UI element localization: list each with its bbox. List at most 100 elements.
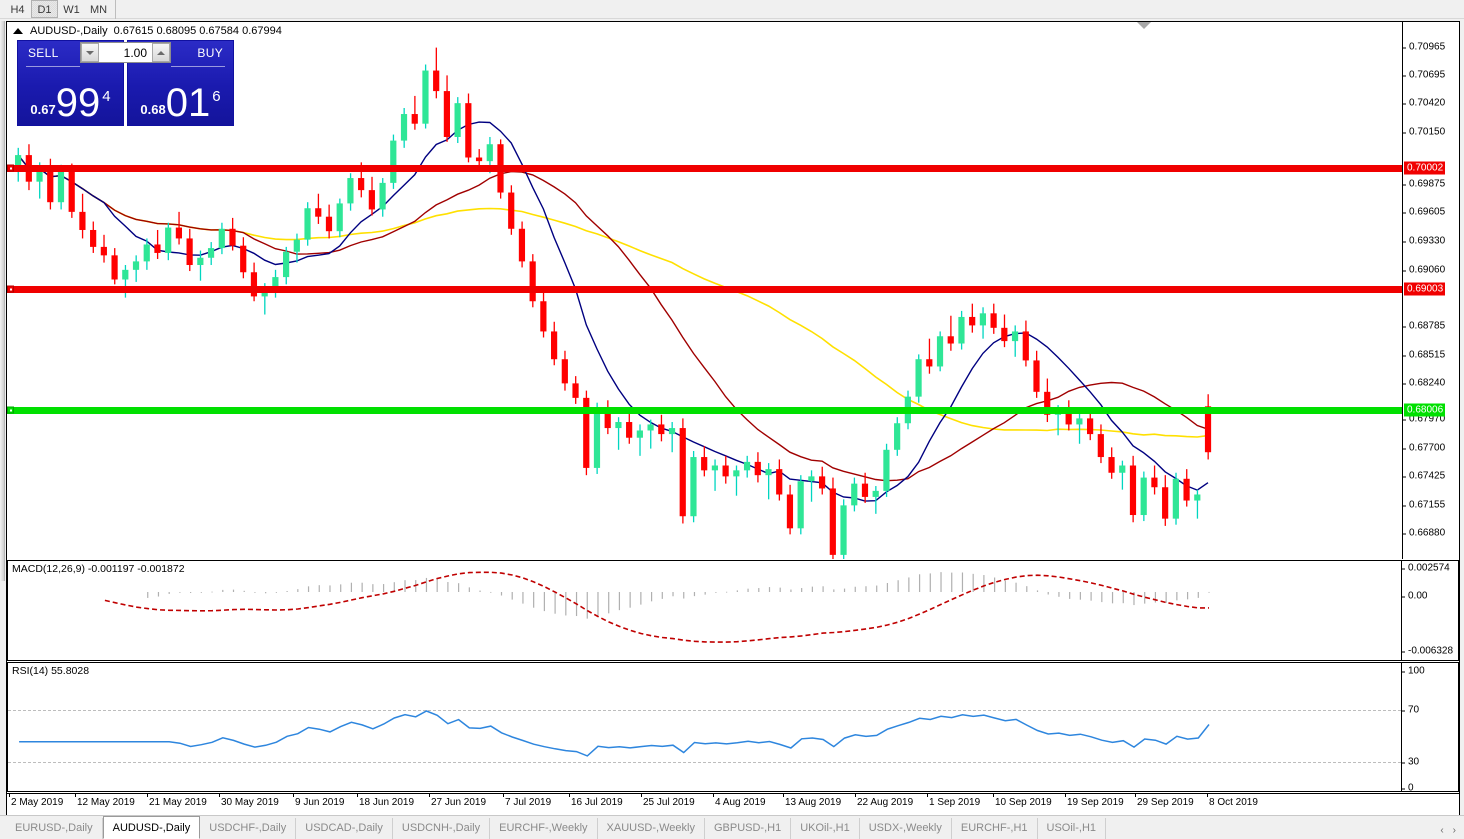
buy-price-big: 01 xyxy=(165,81,211,125)
chevron-down-icon xyxy=(86,50,94,55)
sell-price-fraction: 4 xyxy=(102,88,111,105)
timeframe-h4-button[interactable]: H4 xyxy=(10,4,25,16)
time-axis-tick: 8 Oct 2019 xyxy=(1207,793,1258,808)
price-axis-tick: 0.68240 xyxy=(1403,378,1445,389)
rsi-pane[interactable]: 100 70 30 0 RSI(14) 55.8028 xyxy=(7,662,1459,792)
time-axis-tick: 4 Aug 2019 xyxy=(713,793,766,808)
timeframe-d1-button[interactable]: D1 xyxy=(31,0,58,18)
volume-input[interactable]: 1.00 xyxy=(99,43,152,62)
time-axis-tick: 19 Sep 2019 xyxy=(1065,793,1124,808)
buy-underline xyxy=(171,66,225,67)
chart-tab-gbpusd-h1[interactable]: GBPUSD-,H1 xyxy=(705,818,792,839)
macd-axis[interactable]: 0.002574 0.00 -0.006328 xyxy=(1401,561,1458,660)
rsi-axis-tick: 0 xyxy=(1402,783,1414,791)
price-axis-tick: 0.67155 xyxy=(1403,500,1445,511)
rsi-plot-area[interactable] xyxy=(8,663,1401,791)
price-level-handle[interactable] xyxy=(7,406,14,414)
price-axis-tick: 0.70965 xyxy=(1403,42,1445,53)
rsi-axis-tick: 30 xyxy=(1402,757,1419,768)
volume-decrement-button[interactable] xyxy=(81,43,99,62)
time-axis-tick: 27 Jun 2019 xyxy=(428,793,487,808)
price-level-line-resistance-1[interactable] xyxy=(7,164,1402,172)
chart-tab-usdcad-daily[interactable]: USDCAD-,Daily xyxy=(296,818,393,839)
price-axis-tick: 0.67970 xyxy=(1403,414,1445,425)
chevron-up-icon xyxy=(157,50,165,55)
chart-tab-usdx-weekly[interactable]: USDX-,Weekly xyxy=(860,818,952,839)
time-axis-tick: 16 Jul 2019 xyxy=(569,793,623,808)
time-axis-tick: 12 May 2019 xyxy=(75,793,135,808)
price-level-handle[interactable] xyxy=(7,164,14,172)
chart-tab-xauusd-weekly[interactable]: XAUUSD-,Weekly xyxy=(598,818,705,839)
buy-header: BUY xyxy=(128,41,233,65)
sell-label: SELL xyxy=(28,46,59,60)
tab-scroll-left-icon[interactable]: ‹ xyxy=(1440,825,1444,836)
price-level-badge[interactable]: 0.70002 xyxy=(1404,161,1446,175)
price-axis-tick: 0.66880 xyxy=(1403,528,1445,539)
rsi-level-30 xyxy=(8,762,1401,763)
macd-label: MACD(12,26,9) -0.001197 -0.001872 xyxy=(12,563,185,575)
price-pane[interactable]: 0.70965 0.70695 0.70420 0.70150 0.69875 0.696… xyxy=(7,22,1459,559)
time-axis-tick: 1 Sep 2019 xyxy=(926,793,981,808)
sell-underline xyxy=(26,66,80,67)
macd-axis-tick: 0.00 xyxy=(1402,591,1427,602)
chart-tab-usoil-h1[interactable]: USOil-,H1 xyxy=(1038,818,1107,839)
volume-increment-button[interactable] xyxy=(152,43,170,62)
price-axis-tick: 0.69060 xyxy=(1403,265,1445,276)
time-axis-tick: 18 Jun 2019 xyxy=(356,793,415,808)
price-level-handle[interactable] xyxy=(7,285,14,293)
rsi-label: RSI(14) 55.8028 xyxy=(12,665,90,677)
rsi-axis[interactable]: 100 70 30 0 xyxy=(1401,663,1458,791)
chart-tab-ukoil-h1[interactable]: UKOil-,H1 xyxy=(791,818,860,839)
timeframe-mn-button[interactable]: MN xyxy=(90,4,108,16)
price-level-line-support-1[interactable] xyxy=(7,406,1402,414)
tab-scroll-right-icon[interactable]: › xyxy=(1452,825,1456,836)
price-plot-area[interactable] xyxy=(7,22,1402,559)
time-axis-tick: 30 May 2019 xyxy=(219,793,279,808)
chart-tab-usdchf-daily[interactable]: USDCHF-,Daily xyxy=(200,818,297,839)
rsi-axis-tick: 70 xyxy=(1402,705,1419,716)
chart-tab-eurchf-h1[interactable]: EURCHF-,H1 xyxy=(952,818,1038,839)
sell-price-prefix: 0.67 xyxy=(30,102,56,117)
collapse-triangle-icon[interactable] xyxy=(13,28,23,34)
price-axis-tick: 0.67700 xyxy=(1403,443,1445,454)
time-axis[interactable]: 2 May 2019 12 May 2019 21 May 2019 30 May 2… xyxy=(7,793,1459,815)
price-axis-tick: 0.70695 xyxy=(1403,70,1445,81)
rsi-level-70 xyxy=(8,710,1401,711)
chart-ohlc-values: 0.67615 0.68095 0.67584 0.67994 xyxy=(113,25,282,37)
timeframe-w1-button[interactable]: W1 xyxy=(63,4,80,16)
scroll-position-marker-icon[interactable] xyxy=(1137,22,1151,29)
chart-tab-usdcnh-daily[interactable]: USDCNH-,Daily xyxy=(393,818,491,839)
price-axis-tick: 0.68785 xyxy=(1403,321,1445,332)
vertical-scrollbar[interactable] xyxy=(0,21,5,581)
chart-tab-eurchf-weekly[interactable]: EURCHF-,Weekly xyxy=(490,818,598,839)
buy-price-prefix: 0.68 xyxy=(140,102,166,117)
chart-window: 0.70965 0.70695 0.70420 0.70150 0.69875 0.696… xyxy=(6,21,1460,815)
macd-pane[interactable]: 0.002574 0.00 -0.006328 MACD(12,26,9) -0.0… xyxy=(7,560,1459,661)
volume-field[interactable]: 1.00 xyxy=(80,42,171,63)
chart-tab-audusd-daily[interactable]: AUDUSD-,Daily xyxy=(102,816,201,839)
macd-plot-area[interactable] xyxy=(8,561,1401,660)
macd-axis-tick: 0.002574 xyxy=(1402,563,1450,574)
chart-tabbar: EURUSD-,Daily AUDUSD-,Daily USDCHF-,Daily U… xyxy=(0,815,1464,839)
one-click-trade-panel[interactable]: SELL 0.67 99 4 BUY 0.68 xyxy=(17,40,234,126)
time-axis-tick: 2 May 2019 xyxy=(8,793,64,808)
price-level-line-resistance-2[interactable] xyxy=(7,285,1402,293)
price-axis-tick: 0.69875 xyxy=(1403,179,1445,190)
price-level-badge[interactable]: 0.68006 xyxy=(1404,403,1446,417)
price-axis-tick: 0.70420 xyxy=(1403,98,1445,109)
timeframe-toolbar: H4 D1 W1 MN xyxy=(0,0,1464,19)
time-axis-tick: 9 Jun 2019 xyxy=(293,793,345,808)
chart-title-row: AUDUSD-,Daily 0.67615 0.68095 0.67584 0.… xyxy=(13,25,282,37)
chart-tab-eurusd-daily[interactable]: EURUSD-,Daily xyxy=(6,818,103,839)
price-level-badge[interactable]: 0.69003 xyxy=(1404,282,1446,296)
rsi-axis-tick: 100 xyxy=(1402,666,1425,677)
price-axis-tick: 0.68515 xyxy=(1403,350,1445,361)
tabbar-nav: ‹ › xyxy=(1440,825,1464,839)
price-axis-tick: 0.67425 xyxy=(1403,471,1445,482)
price-axis[interactable]: 0.70965 0.70695 0.70420 0.70150 0.69875 0.696… xyxy=(1402,22,1459,559)
time-axis-tick: 29 Sep 2019 xyxy=(1135,793,1194,808)
timeframe-group: H4 D1 W1 MN xyxy=(4,0,117,19)
buy-price-fraction: 6 xyxy=(212,88,221,105)
time-axis-tick: 7 Jul 2019 xyxy=(502,793,552,808)
